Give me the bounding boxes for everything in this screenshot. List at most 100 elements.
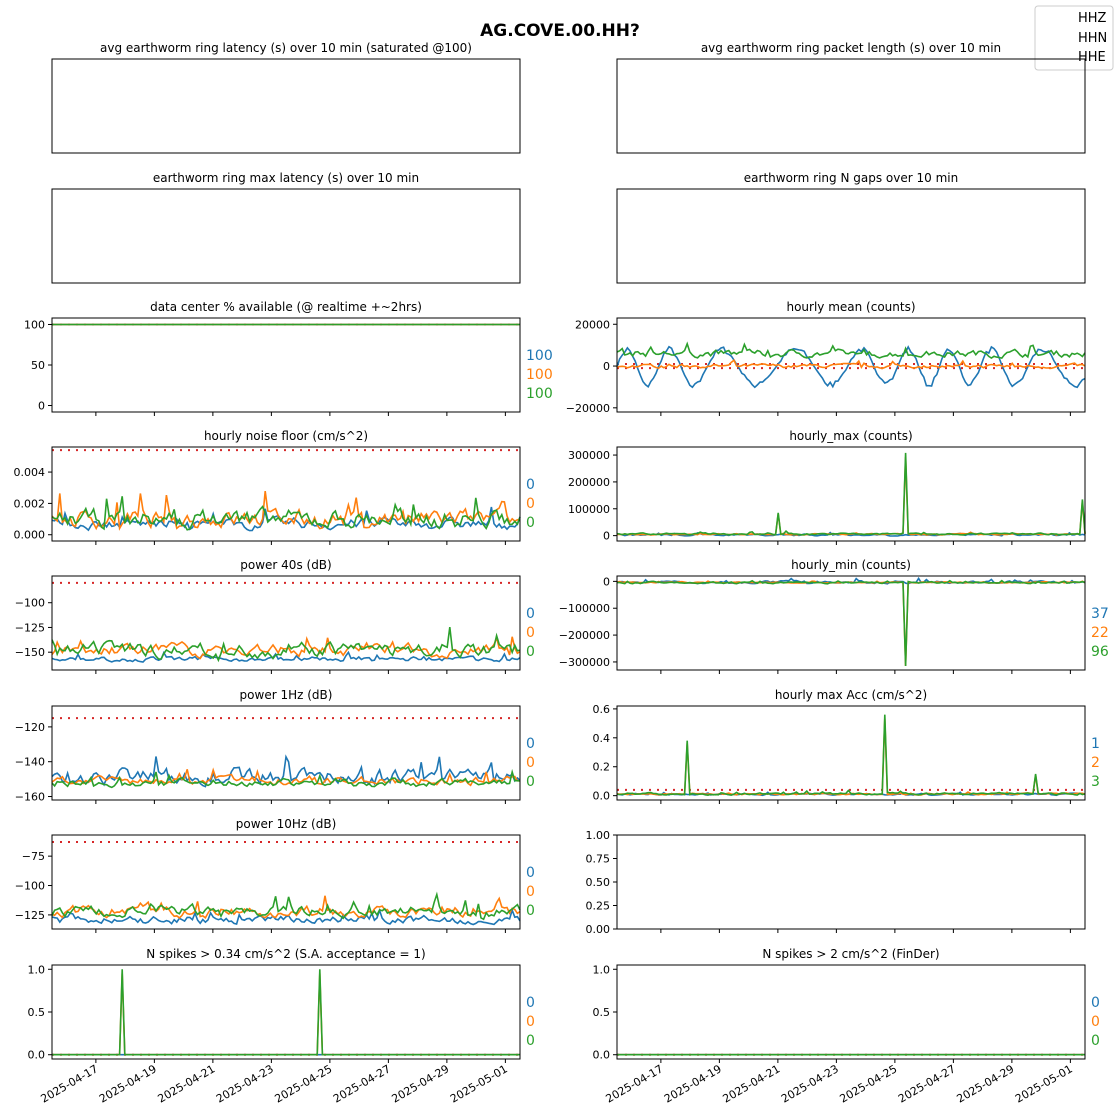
y-tick-label: 100000 [568, 503, 610, 516]
y-tick-label: −120 [15, 721, 45, 734]
panel-title: power 40s (dB) [240, 558, 331, 572]
y-tick-label: −100 [15, 880, 45, 893]
series-line-hhe [616, 714, 1086, 797]
panel-title: N spikes > 2 cm/s^2 (FinDer) [762, 947, 939, 961]
y-tick-label: 0.25 [586, 900, 611, 913]
panel-title: hourly_min (counts) [791, 558, 911, 572]
series-line-hhe [52, 969, 520, 1056]
side-value-hhz: 0 [526, 736, 535, 752]
y-tick-label: −300000 [559, 656, 610, 669]
panel-title: hourly_max (counts) [789, 429, 912, 443]
series-line-hhe [51, 891, 521, 921]
side-value-hhz: 100 [526, 348, 553, 364]
y-tick-label: −20000 [566, 402, 610, 415]
x-tick-label: 2025-04-21 [721, 1062, 783, 1105]
y-tick-label: 0 [603, 360, 610, 373]
y-tick-label: 0.50 [586, 876, 611, 889]
side-value-hhz: 0 [526, 865, 535, 881]
side-value-hhn: 2 [1091, 755, 1100, 771]
side-value-hhe: 0 [526, 903, 535, 919]
series-line-hhn [616, 358, 1086, 370]
side-value-hhn: 0 [1091, 1014, 1100, 1030]
x-tick-label: 2025-04-23 [779, 1062, 841, 1105]
panel-power_10hz: power 10Hz (dB) −125 −100 −75 0 0 0 [15, 817, 535, 933]
side-value-hhe: 0 [526, 644, 535, 660]
side-value-hhe: 0 [526, 774, 535, 790]
panel-spikes_2: N spikes > 2 cm/s^2 (FinDer) 0.0 0.5 1.0 202… [593, 947, 1100, 1106]
y-tick-label: 0.004 [14, 466, 46, 479]
y-tick-label: −140 [15, 756, 45, 769]
y-tick-label: 300000 [568, 449, 610, 462]
panel-frame [51, 317, 521, 413]
y-tick-label: 200000 [568, 476, 610, 489]
y-tick-label: 100 [24, 318, 45, 331]
panel-title: hourly noise floor (cm/s^2) [204, 429, 368, 443]
panel-title: power 1Hz (dB) [240, 688, 333, 702]
panel-title: power 10Hz (dB) [236, 817, 337, 831]
panel-frame [616, 834, 1086, 930]
x-tick-label: 2025-05-01 [448, 1062, 510, 1105]
panel-frame [616, 317, 1086, 413]
panel-pct_avail: data center % available (@ realtime +~2h… [24, 300, 553, 416]
panel-frame [616, 575, 1086, 671]
series-line-hhe [51, 496, 521, 531]
panel-power_1hz: power 1Hz (dB) −160 −140 −120 0 0 0 [15, 688, 535, 804]
series-line-hhe [51, 768, 521, 789]
series-line-hhe [617, 579, 1086, 667]
y-tick-label: 0.2 [593, 761, 611, 774]
side-value-hhn: 0 [526, 755, 535, 771]
panel-title: earthworm ring max latency (s) over 10 m… [153, 171, 419, 185]
y-tick-label: 0.0 [28, 1049, 46, 1062]
y-tick-label: −125 [15, 621, 45, 634]
panel-spikes_034: N spikes > 0.34 cm/s^2 (S.A. acceptance … [28, 947, 535, 1106]
y-tick-label: 50 [31, 359, 45, 372]
side-value-hhe: 100 [526, 386, 553, 402]
y-tick-label: 0 [38, 400, 45, 413]
x-tick-label: 2025-04-21 [156, 1062, 218, 1105]
y-tick-label: −75 [22, 850, 45, 863]
panel-title: hourly mean (counts) [786, 300, 915, 314]
series-line-hhz [51, 754, 521, 788]
x-tick-label: 2025-04-17 [604, 1062, 666, 1105]
panel-title: hourly max Acc (cm/s^2) [775, 688, 927, 702]
side-value-hhn: 0 [526, 496, 535, 512]
panel-hourly_mean: hourly mean (counts) −20000 0 20000 [566, 300, 1086, 416]
y-tick-label: 0.0 [593, 790, 611, 803]
side-value-hhz: 1 [1091, 736, 1100, 752]
panel-title: avg earthworm ring latency (s) over 10 m… [100, 41, 472, 55]
panel-max_latency: earthworm ring max latency (s) over 10 m… [51, 171, 521, 284]
side-value-hhn: 0 [526, 884, 535, 900]
y-tick-label: 0.5 [593, 1006, 611, 1019]
side-value-hhz: 0 [1091, 995, 1100, 1011]
y-tick-label: 0.00 [586, 923, 611, 936]
x-tick-label: 2025-04-17 [39, 1062, 101, 1105]
x-tick-label: 2025-04-29 [955, 1062, 1017, 1105]
panel-frame [51, 964, 521, 1060]
y-tick-label: 0.6 [593, 703, 611, 716]
y-tick-label: 0.0 [593, 1049, 611, 1062]
x-tick-label: 2025-04-23 [214, 1062, 276, 1105]
series-line-hhz [51, 907, 521, 926]
side-value-hhz: 0 [526, 477, 535, 493]
panel-empty: 0.00 0.25 0.50 0.75 1.00 [586, 829, 1086, 936]
x-tick-label: 2025-04-25 [838, 1062, 900, 1105]
x-tick-label: 2025-04-19 [97, 1062, 159, 1105]
y-tick-label: 0 [603, 530, 610, 543]
y-tick-label: 20000 [575, 318, 610, 331]
side-value-hhn: 100 [526, 367, 553, 383]
side-value-hhe: 0 [526, 515, 535, 531]
panels: avg earthworm ring latency (s) over 10 m… [14, 41, 1109, 1106]
side-value-hhe: 0 [526, 1033, 535, 1049]
panel-frame [616, 705, 1086, 801]
y-tick-label: 1.0 [593, 963, 611, 976]
panel-avg_packet: avg earthworm ring packet length (s) ove… [616, 41, 1086, 154]
panel-title: N spikes > 0.34 cm/s^2 (S.A. acceptance … [146, 947, 425, 961]
side-value-hhe: 0 [1091, 1033, 1100, 1049]
panel-frame [616, 58, 1086, 154]
y-tick-label: −150 [15, 646, 45, 659]
y-tick-label: −100000 [559, 602, 610, 615]
series-line-hhz [616, 345, 1086, 389]
panel-title: avg earthworm ring packet length (s) ove… [701, 41, 1001, 55]
side-value-hhz: 0 [526, 606, 535, 622]
